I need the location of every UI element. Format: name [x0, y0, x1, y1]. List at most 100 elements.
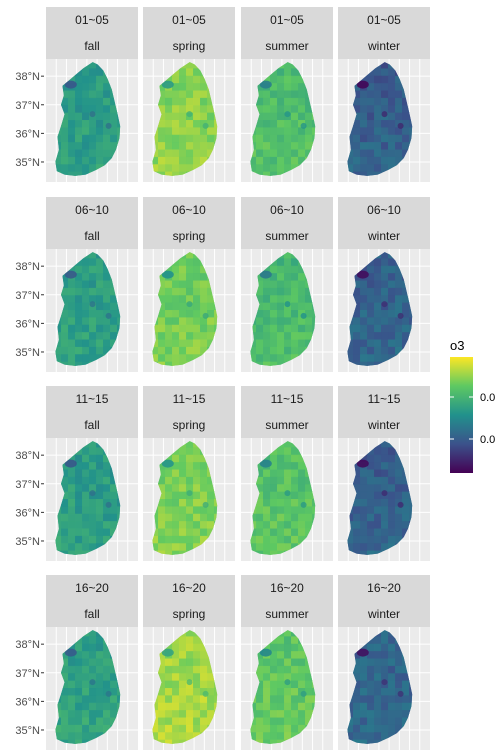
map-cell: [284, 258, 292, 267]
map-cell: [270, 513, 278, 522]
map-cell: [82, 710, 90, 718]
map-cell: [61, 688, 69, 696]
map-cell: [256, 273, 264, 281]
map-cell: [207, 302, 215, 311]
map-cell: [152, 354, 159, 363]
map-hotspot: [64, 459, 77, 468]
map-cell: [284, 484, 292, 493]
map-cell: [158, 673, 166, 682]
map-cell: [186, 543, 194, 552]
map-cell: [381, 354, 389, 363]
map-hotspot: [105, 122, 112, 129]
map-cell: [193, 491, 201, 500]
map-cell: [277, 83, 285, 91]
map-cell: [270, 83, 278, 91]
facet-strip-period: 16~20: [270, 581, 304, 595]
map-cell: [82, 695, 90, 704]
map-cell: [103, 156, 111, 165]
map-cell: [172, 447, 180, 456]
map-cell: [165, 295, 173, 304]
map-cell: [165, 265, 173, 274]
map-cell: [291, 484, 299, 493]
map-cell: [402, 506, 410, 515]
map-cell: [165, 164, 173, 173]
map-cell: [75, 491, 83, 500]
map-cell: [61, 346, 69, 355]
map-cell: [96, 643, 104, 652]
map-cell: [117, 310, 121, 318]
map-cell: [82, 295, 90, 304]
map-cell: [277, 332, 285, 340]
map-cell: [291, 680, 299, 689]
map-cell: [82, 717, 90, 726]
map-cell: [353, 506, 361, 515]
map-cell: [172, 550, 180, 555]
map-cell: [374, 665, 382, 674]
map-cell: [158, 506, 166, 515]
map-cell: [158, 499, 166, 507]
map-cell: [291, 528, 299, 537]
map-cell: [179, 665, 187, 674]
map-cell: [250, 528, 257, 537]
facet-strip: [338, 386, 430, 438]
map-hotspot: [356, 270, 369, 279]
map-cell: [152, 164, 159, 173]
map-cell: [270, 265, 278, 274]
map-cell: [381, 454, 389, 463]
map-cell: [158, 665, 166, 674]
map-cell: [263, 732, 271, 741]
map-cell: [388, 324, 396, 333]
map-cell: [179, 550, 187, 555]
map-cell: [250, 149, 257, 158]
map-cell: [284, 83, 292, 91]
map-cell: [270, 287, 278, 296]
map-cell: [89, 295, 97, 304]
map-cell: [193, 673, 201, 682]
map-cell: [270, 149, 278, 158]
map-cell: [250, 354, 257, 363]
map-cell: [214, 134, 218, 143]
facet-strip-period: 11~15: [76, 392, 109, 406]
map-cell: [360, 739, 368, 744]
map-cell: [256, 287, 264, 296]
map-cell: [367, 75, 375, 84]
map-cell: [89, 658, 97, 667]
map-cell: [409, 688, 413, 696]
map-cell: [284, 462, 292, 470]
map-cell: [68, 717, 76, 726]
map-cell: [179, 688, 187, 696]
map-cell: [298, 454, 306, 463]
map-cell: [158, 164, 166, 173]
facet-strip-season: winter: [367, 229, 400, 243]
map-cell: [186, 97, 194, 106]
map-cell: [298, 528, 306, 537]
map-cell: [367, 280, 375, 289]
map-cell: [61, 120, 69, 128]
map-cell: [256, 702, 264, 711]
map-cell: [388, 528, 396, 537]
map-cell: [82, 528, 90, 537]
map-hotspot: [105, 690, 112, 697]
map-cell: [68, 454, 76, 463]
map-cell: [165, 346, 173, 355]
map-cell: [270, 739, 278, 744]
map-cell: [68, 469, 76, 478]
map-cell: [277, 97, 285, 106]
map-cell: [374, 273, 382, 281]
map-cell: [395, 695, 403, 704]
map-cell: [284, 142, 292, 150]
map-cell: [360, 491, 368, 500]
y-tick-label: 38°N: [15, 71, 40, 83]
map-cell: [82, 688, 90, 696]
map-cell: [402, 688, 410, 696]
map-cell: [284, 62, 292, 69]
map-cell: [395, 97, 403, 106]
map-cell: [388, 636, 396, 645]
map-cell: [284, 630, 292, 637]
map-cell: [75, 361, 83, 366]
map-cell: [179, 280, 187, 289]
map-cell: [381, 710, 389, 718]
map-cell: [312, 513, 316, 522]
map-cell: [353, 105, 361, 114]
map-cell: [395, 90, 403, 99]
